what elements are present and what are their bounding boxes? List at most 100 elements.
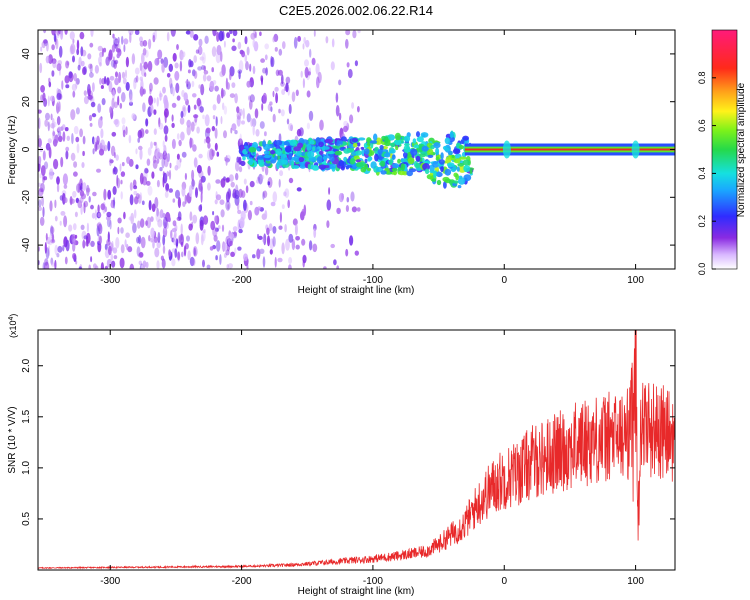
spectrogram-cell [234, 189, 240, 200]
tone-blob [631, 140, 640, 159]
spectrogram-cell [54, 134, 59, 144]
spectrogram-cell [139, 36, 143, 43]
spectrogram-cell [90, 256, 93, 263]
spectrogram-cell [45, 233, 48, 241]
spectrogram-cell [120, 179, 123, 185]
spectrogram-cell [302, 78, 305, 89]
spectrogram-cell [62, 173, 68, 186]
spectrogram-cell [159, 90, 162, 102]
spectrogram-cell [198, 153, 203, 159]
spectrogram-cell [174, 62, 179, 69]
spectrogram-cell [236, 201, 240, 211]
spectrogram-cell [209, 246, 214, 251]
spectrogram-cell [366, 167, 372, 172]
spectrogram-cell [138, 252, 144, 258]
spectrogram-cell [243, 253, 248, 261]
spectrogram-cell [200, 83, 205, 96]
spectrogram-cell [192, 93, 197, 98]
spectrogram-cell [90, 204, 94, 210]
spectrogram-cell [164, 190, 169, 199]
spectrogram-cell [259, 31, 262, 37]
spectrogram-cell [446, 162, 455, 167]
spectrogram-cell [291, 239, 296, 251]
spectrogram-cell [231, 123, 237, 131]
spectrogram-cell [76, 183, 81, 193]
spectrogram-cell [63, 215, 68, 228]
spectrogram-cell [343, 125, 348, 133]
spectrogram-cell [264, 166, 269, 176]
spectrogram-cell [152, 240, 155, 249]
spectrogram-cell [198, 179, 203, 191]
x-tick-label: -200 [232, 576, 252, 587]
spectrogram-cell [272, 36, 276, 43]
spectrogram-cell [236, 106, 240, 114]
spectrogram-cell [318, 164, 327, 170]
spectrogram-cell [139, 86, 144, 97]
spectrogram-cell [285, 145, 292, 153]
spectrogram-cell [199, 219, 204, 231]
spectrogram-cell [234, 93, 238, 104]
spectrogram-cell [104, 265, 109, 269]
spectrogram-cell [225, 155, 228, 166]
spectrogram-cell [319, 150, 324, 155]
spectrogram-cell [192, 258, 196, 266]
spectrogram-cell [246, 113, 251, 123]
spectrogram-cell [267, 181, 271, 186]
spectrogram-cell [117, 95, 120, 106]
spectrogram-cell [111, 97, 115, 110]
spectrogram-cell [279, 170, 284, 177]
spectrogram-cell [349, 235, 354, 246]
spectrogram-cell [148, 95, 154, 106]
spectrogram-cell [181, 151, 187, 158]
spectrogram-cell [96, 223, 101, 228]
spectrogram-cell [257, 155, 265, 160]
spectrogram-cell [444, 168, 452, 176]
spectrogram-cell [223, 130, 227, 139]
spectrogram-cell [189, 137, 192, 149]
spectrogram-cell [172, 220, 177, 227]
spectrogram-cell [317, 71, 322, 84]
spectrogram-cell [129, 194, 134, 206]
spectrogram-cell [304, 66, 309, 79]
spectrogram-cell [443, 181, 447, 189]
spectrogram-cell [108, 80, 113, 93]
spectrogram-cell [40, 85, 45, 93]
spectrogram-cell [236, 115, 241, 127]
spectrogram-cell [303, 36, 307, 44]
spectrogram-cell [379, 145, 384, 150]
spectrogram-cell [246, 80, 251, 88]
spectrogram-cell [302, 43, 305, 50]
spectrogram-cell [202, 215, 209, 225]
spectrogram-cell [148, 235, 151, 242]
spectrogram-cell [326, 199, 332, 211]
spectrogram-cell [109, 159, 114, 164]
spectrogram-cell [277, 69, 283, 76]
spectrogram-cell [100, 85, 104, 89]
spectrogram-cell [97, 103, 102, 113]
spectrogram-cell [162, 226, 168, 238]
spectrogram-cell [49, 200, 53, 212]
spectrogram-cell [115, 48, 121, 53]
spectrogram-cell [121, 162, 125, 167]
spectrogram-cell [354, 60, 358, 67]
spectrogram-cell [152, 159, 158, 169]
spectrogram-cell [100, 139, 105, 149]
spectrogram-cell [192, 144, 197, 152]
spectrogram-cell [288, 123, 294, 131]
spectrogram-cell [340, 165, 345, 171]
spectrogram-cell [406, 170, 414, 177]
spectrogram-cell [283, 191, 287, 197]
spectrogram-cell [225, 249, 230, 256]
spectrogram-cell [121, 117, 126, 125]
spectrogram-cell [43, 176, 48, 181]
spectrogram-cell [270, 106, 273, 112]
spectrogram-cell [45, 55, 50, 64]
spectrogram-cell [302, 254, 307, 264]
spectrogram-cell [309, 140, 315, 145]
spectrogram-cell [95, 140, 100, 151]
y-tick-label: 2.0 [21, 358, 32, 372]
snr-y-ticks: 0.5 1.0 1.5 2.0 [21, 358, 675, 526]
spectrogram-cell [40, 46, 43, 52]
spectrogram-cell [162, 245, 166, 254]
